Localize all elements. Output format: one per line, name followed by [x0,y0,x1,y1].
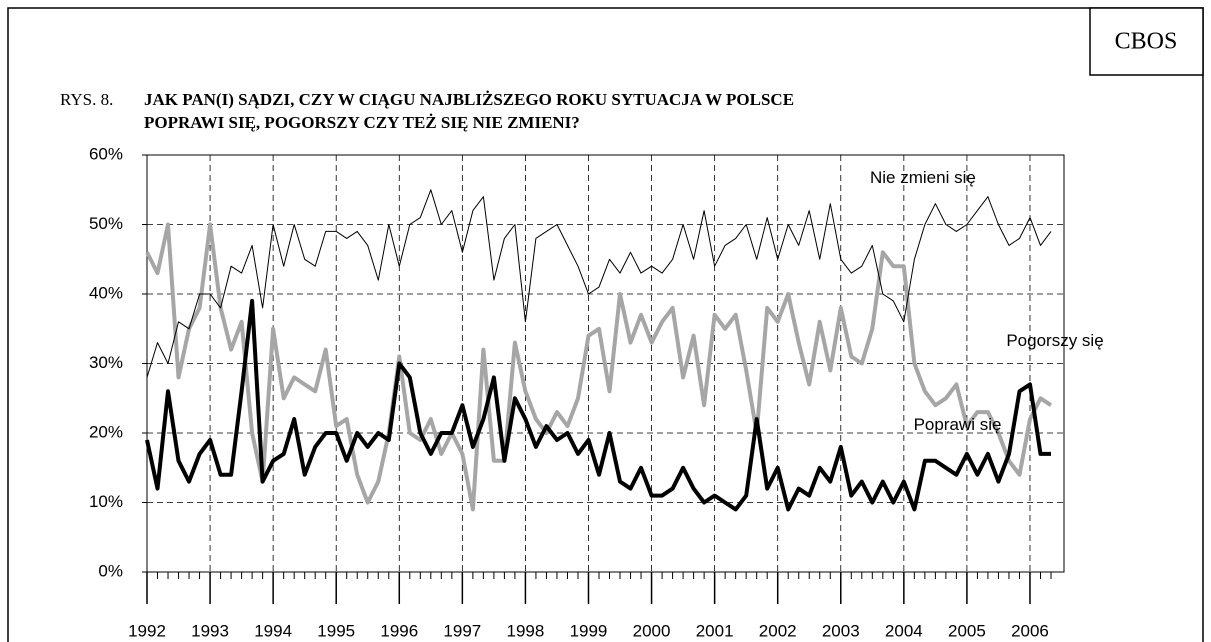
x-tick-label: 2003 [822,621,860,640]
x-tick-label: 1996 [380,621,418,640]
x-tick-label: 1998 [507,621,545,640]
frame [7,7,1204,642]
x-tick-label: 2006 [1011,621,1049,640]
x-tick-label: 1997 [443,621,481,640]
series-label: Nie zmieni się [870,168,976,187]
x-tick-label: 1999 [570,621,608,640]
chart-title: POPRAWI SIĘ, POGORSZY CZY TEŻ SIĘ NIE ZM… [144,113,580,132]
x-tick-label: 1994 [254,621,292,640]
y-tick-label: 30% [89,353,123,372]
x-tick-label: 2005 [948,621,986,640]
x-tick-label: 2004 [885,621,923,640]
y-tick-label: 10% [89,492,123,511]
series-label: Pogorszy się [1006,331,1104,350]
x-tick-label: 1993 [191,621,229,640]
series-label: Poprawi się [913,415,1002,434]
source-box [1089,7,1204,76]
x-tick-label: 1992 [128,621,166,640]
title-prefix: RYS. 8. [60,90,113,109]
y-tick-label: 0% [98,561,123,580]
x-tick-label: 2000 [633,621,671,640]
series-line [145,222,1053,512]
source: CBOS [1115,29,1178,55]
chart-title: JAK PAN(I) SĄDZI, CZY W CIĄGU NAJBLIŻSZE… [144,90,794,109]
x-tick-label: 1995 [317,621,355,640]
x-tick-label: 2001 [696,621,734,640]
y-tick-label: 40% [89,283,123,302]
y-tick-label: 50% [89,214,123,233]
y-tick-label: 20% [89,422,123,441]
series-line [146,189,1052,378]
y-tick-label: 60% [89,144,123,163]
series-line [145,298,1051,512]
x-tick-label: 2002 [759,621,797,640]
